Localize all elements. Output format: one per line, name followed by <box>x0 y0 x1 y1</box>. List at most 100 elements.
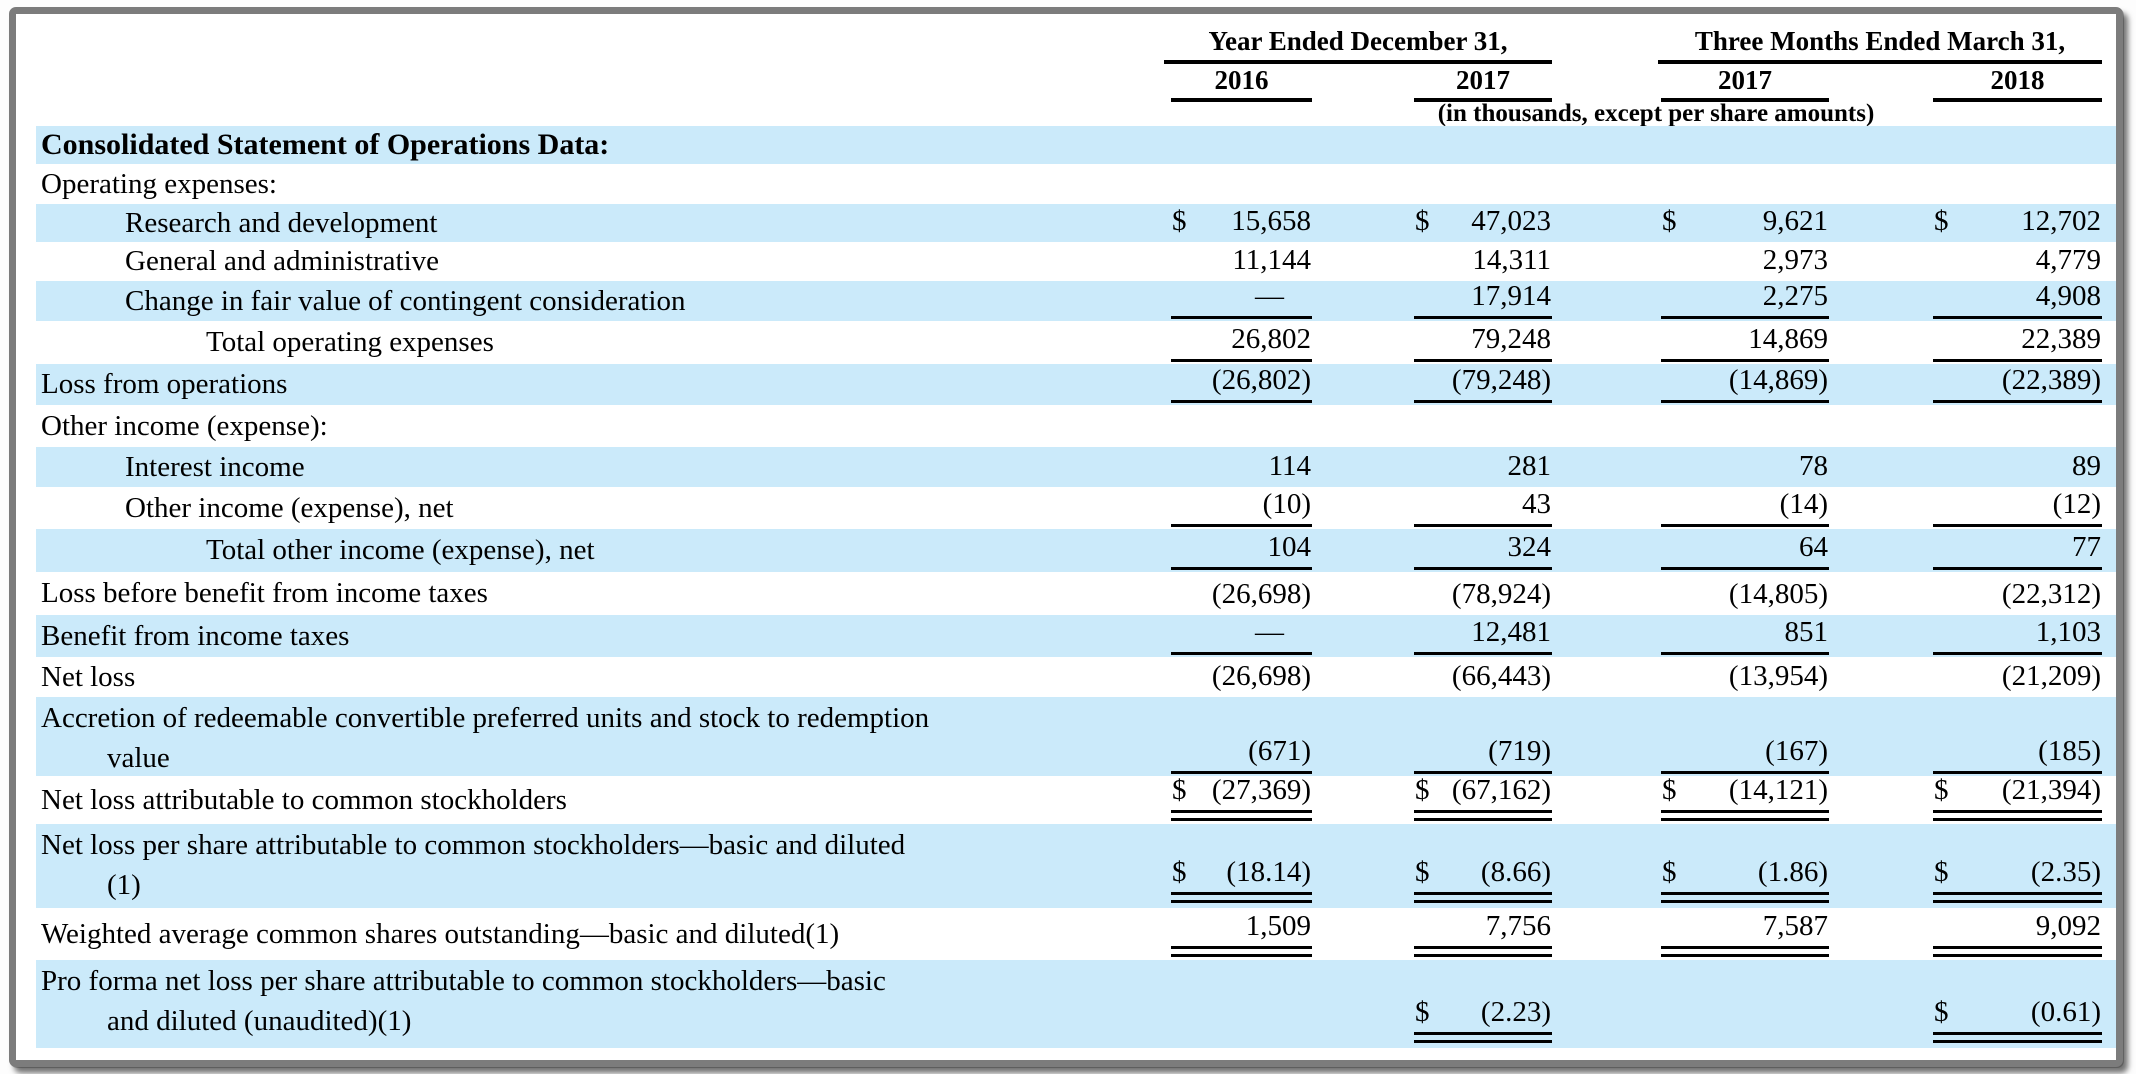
row-label: Loss before benefit from income taxes <box>41 577 488 609</box>
cell-value: (8.66) <box>1480 856 1551 888</box>
table-row: Loss from operations (26,802) (79,248) (14,… <box>16 364 2116 405</box>
value-cell: 79,248 <box>1414 323 1552 362</box>
value-cell: (26,802) <box>1171 364 1312 403</box>
value-cell: 104 <box>1171 531 1312 570</box>
table-body: Consolidated Statement of Operations Dat… <box>16 126 2116 1048</box>
cell-value: (22,312) <box>2001 578 2101 610</box>
value-cell: 2,275 <box>1661 280 1829 319</box>
dollar-sign: $ <box>1662 856 1677 888</box>
cell-value: 1,103 <box>2035 616 2101 648</box>
value-cell: 64 <box>1661 531 1829 570</box>
table-row: Research and development $15,658 $47,023 $9… <box>16 204 2116 242</box>
value-cell: 7,756 <box>1414 910 1552 957</box>
table-row: Loss before benefit from income taxes (26… <box>16 572 2116 615</box>
cell-value: (78,924) <box>1451 578 1551 610</box>
cell-value: 15,658 <box>1231 205 1311 237</box>
value-cell: $ (2.23) <box>1414 996 1552 1043</box>
dollar-sign: $ <box>1172 205 1187 237</box>
table-row: Interest income 114 281 78 89 <box>16 447 2116 487</box>
cell-value: (14,121) <box>1728 774 1828 806</box>
value-cell: 4,779 <box>1933 244 2102 277</box>
cell-value: 14,311 <box>1472 244 1551 276</box>
cell-value: (27,369) <box>1211 774 1311 806</box>
value-cell: 22,389 <box>1933 323 2102 362</box>
value-cell: — <box>1171 616 1312 655</box>
value-cell: $ (27,369) <box>1171 774 1312 821</box>
value-cell: 14,311 <box>1414 244 1552 277</box>
row-label: Net loss attributable to common stockhol… <box>41 783 567 816</box>
dollar-sign: $ <box>1415 856 1430 888</box>
table-row: Other income (expense), net (10) 43 (14) (12… <box>16 487 2116 529</box>
value-cell: (21,209) <box>1933 660 2102 693</box>
cell-value: (66,443) <box>1451 660 1551 692</box>
cell-value: (2.35) <box>2030 856 2101 888</box>
units-note: (in thousands, except per share amounts) <box>1437 100 1875 127</box>
value-cell: (79,248) <box>1414 364 1552 403</box>
value-cell: (671) <box>1171 735 1312 774</box>
cell-value: (67,162) <box>1451 774 1551 806</box>
cell-value: 26,802 <box>1231 323 1311 355</box>
row-label-line1: Accretion of redeemable convertible pref… <box>41 702 930 734</box>
value-cell: (78,924) <box>1414 578 1552 611</box>
table-row: Change in fair value of contingent consi… <box>16 280 2116 321</box>
value-cell: 78 <box>1661 450 1829 483</box>
table-row: Net loss (26,698) (66,443) (13,954) (21,209) <box>16 657 2116 697</box>
value-cell: $ (21,394) <box>1933 774 2102 821</box>
cell-value: (671) <box>1248 735 1311 767</box>
row-label: Loss from operations <box>41 368 288 400</box>
column-header-2016: 2016 <box>1171 64 1312 102</box>
dollar-sign: $ <box>1415 996 1430 1028</box>
cell-value: — <box>1255 280 1284 312</box>
cell-value: (719) <box>1488 735 1551 767</box>
dollar-sign: $ <box>1172 856 1187 888</box>
value-cell: (167) <box>1661 735 1829 774</box>
value-cell: (22,389) <box>1933 364 2102 403</box>
cell-value: 851 <box>1784 616 1829 648</box>
value-cell: (22,312) <box>1933 578 2102 611</box>
cell-value: — <box>1255 616 1284 648</box>
cell-value: 43 <box>1522 488 1551 520</box>
statement-table: Year Ended December 31, Three Months End… <box>16 14 2116 1060</box>
cell-value: (18.14) <box>1226 856 1311 888</box>
cell-value: (26,802) <box>1211 364 1311 396</box>
value-cell: 324 <box>1414 531 1552 570</box>
cell-value: (14,869) <box>1728 364 1828 396</box>
value-cell: 43 <box>1414 488 1552 527</box>
cell-value: 114 <box>1268 450 1311 482</box>
cell-value: 14,869 <box>1748 323 1828 355</box>
cell-value: 11,144 <box>1232 244 1311 276</box>
value-cell: 14,869 <box>1661 323 1829 362</box>
value-cell: 7,587 <box>1661 910 1829 957</box>
value-cell: 89 <box>1933 450 2102 483</box>
row-label: Total other income (expense), net <box>206 534 595 566</box>
cell-value: 4,779 <box>2035 244 2101 276</box>
cell-value: 77 <box>2072 531 2101 563</box>
value-cell: (26,698) <box>1171 578 1312 611</box>
value-cell: (12) <box>1933 488 2102 527</box>
value-cell: 1,103 <box>1933 616 2102 655</box>
value-cell: $12,702 <box>1933 205 2102 238</box>
cell-value: 64 <box>1799 531 1828 563</box>
column-header-2017-q1: 2017 <box>1661 64 1829 102</box>
table-row: Accretion of redeemable convertible pref… <box>16 697 2116 776</box>
cell-value: (21,394) <box>2001 774 2101 806</box>
cell-value: (13,954) <box>1728 660 1828 692</box>
cell-value: 17,914 <box>1471 280 1551 312</box>
cell-value: (26,698) <box>1211 660 1311 692</box>
value-cell: (13,954) <box>1661 660 1829 693</box>
value-cell: 4,908 <box>1933 280 2102 319</box>
row-label: General and administrative <box>125 245 440 277</box>
value-cell: 1,509 <box>1171 910 1312 957</box>
cell-value: (14,805) <box>1728 578 1828 610</box>
row-label: Total operating expenses <box>206 326 494 358</box>
row-label: Consolidated Statement of Operations Dat… <box>41 128 610 161</box>
row-label: Benefit from income taxes <box>41 619 350 652</box>
row-label: Accretion of redeemable convertible pref… <box>16 697 1161 776</box>
table-row: General and administrative 11,144 14,311 2,… <box>16 242 2116 281</box>
value-cell: 114 <box>1171 450 1312 483</box>
table-row: Benefit from income taxes — 12,481 851 1,103 <box>16 615 2116 657</box>
cell-value: (79,248) <box>1451 364 1551 396</box>
value-cell: (14,805) <box>1661 578 1829 611</box>
cell-value: 9,092 <box>2035 910 2101 942</box>
value-cell: (14) <box>1661 488 1829 527</box>
